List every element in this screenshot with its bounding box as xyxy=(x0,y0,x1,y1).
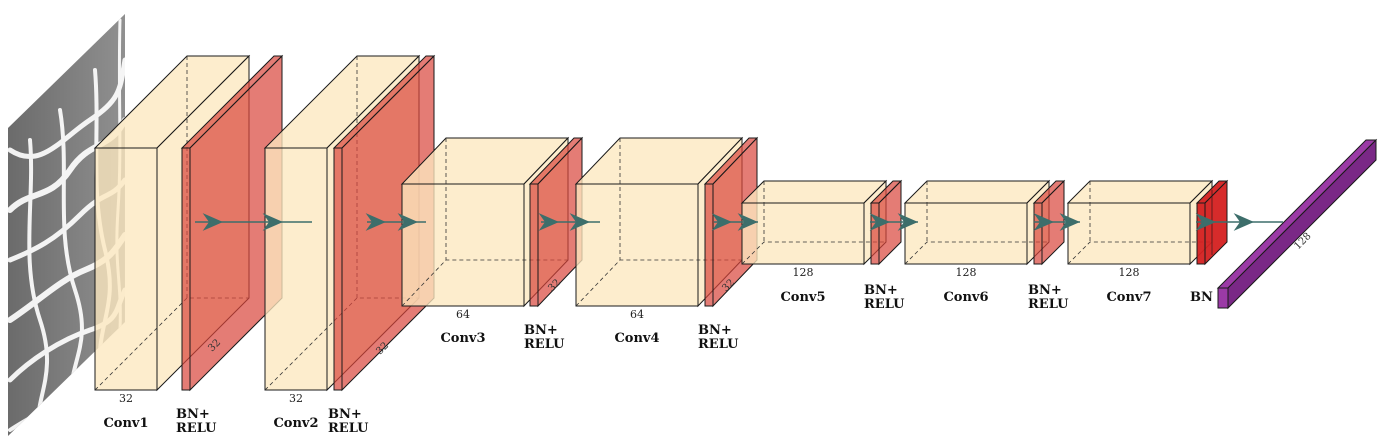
conv5-channel-count: 128 xyxy=(793,266,814,279)
bn5-label-line2: RELU xyxy=(864,297,905,312)
conv6-block xyxy=(903,179,1051,266)
conv3-channel-count: 64 xyxy=(456,308,470,321)
arrow-head-icon xyxy=(1059,213,1080,231)
arrow-head-icon xyxy=(397,213,418,231)
conv7-label: Conv7 xyxy=(1106,290,1151,305)
connection-arrows xyxy=(195,213,1283,231)
bn7-block xyxy=(1195,179,1229,266)
conv7-channel-count: 128 xyxy=(1119,266,1140,279)
bn3-label-line2: RELU xyxy=(524,337,565,352)
bn7-label: BN xyxy=(1190,290,1213,305)
bn6-block xyxy=(1032,179,1066,266)
bn4-label-line2: RELU xyxy=(698,337,739,352)
conv7-block xyxy=(1066,179,1214,266)
bn1-label-line2: RELU xyxy=(176,421,217,436)
bn2-label-line1: BN+ xyxy=(328,407,362,422)
bn3-label: BN+ RELU xyxy=(524,323,565,352)
arrow-head-icon xyxy=(869,213,890,231)
arrow-head-icon xyxy=(897,213,918,231)
bn1-label-line1: BN+ xyxy=(176,407,210,422)
bn5-label-line1: BN+ xyxy=(864,283,898,298)
bn6-label-line1: BN+ xyxy=(1028,283,1062,298)
arrow-head-icon xyxy=(538,213,559,231)
arrow-head-icon xyxy=(711,213,732,231)
conv5-label: Conv5 xyxy=(780,290,825,305)
bn3-label-line1: BN+ xyxy=(524,323,558,338)
conv1-label: Conv1 xyxy=(103,416,148,431)
arrow-head-icon xyxy=(1195,213,1216,231)
conv4-channel-count: 64 xyxy=(630,308,644,321)
bn5-label: BN+ RELU xyxy=(864,283,905,312)
conv6-channel-count: 128 xyxy=(956,266,977,279)
conv2-label: Conv2 xyxy=(273,416,318,431)
bn1-label: BN+ RELU xyxy=(176,407,217,436)
conv4-label: Conv4 xyxy=(614,331,659,346)
arrow-head-icon xyxy=(737,213,758,231)
output-vector-block xyxy=(1216,138,1378,310)
arrow-head-icon xyxy=(569,213,590,231)
bn4-label: BN+ RELU xyxy=(698,323,739,352)
conv6-label: Conv6 xyxy=(943,290,988,305)
bn1-block xyxy=(180,54,284,392)
conv2-channel-count: 32 xyxy=(289,392,303,405)
conv3-label: Conv3 xyxy=(440,331,485,346)
arrow-head-icon xyxy=(1033,213,1054,231)
arrow-head-icon xyxy=(202,213,223,231)
bn7-label-line1: BN xyxy=(1190,290,1213,305)
arrow-head-icon xyxy=(1233,213,1254,231)
bn6-label-line2: RELU xyxy=(1028,297,1069,312)
bn4-label-line1: BN+ xyxy=(698,323,732,338)
arrow-head-icon xyxy=(365,213,386,231)
arrow-head-icon xyxy=(262,213,283,231)
bn2-label-line2: RELU xyxy=(328,421,369,436)
conv1-channel-count: 32 xyxy=(119,392,133,405)
bn2-label: BN+ RELU xyxy=(328,407,369,436)
bn6-label: BN+ RELU xyxy=(1028,283,1069,312)
conv5-block xyxy=(740,179,888,266)
